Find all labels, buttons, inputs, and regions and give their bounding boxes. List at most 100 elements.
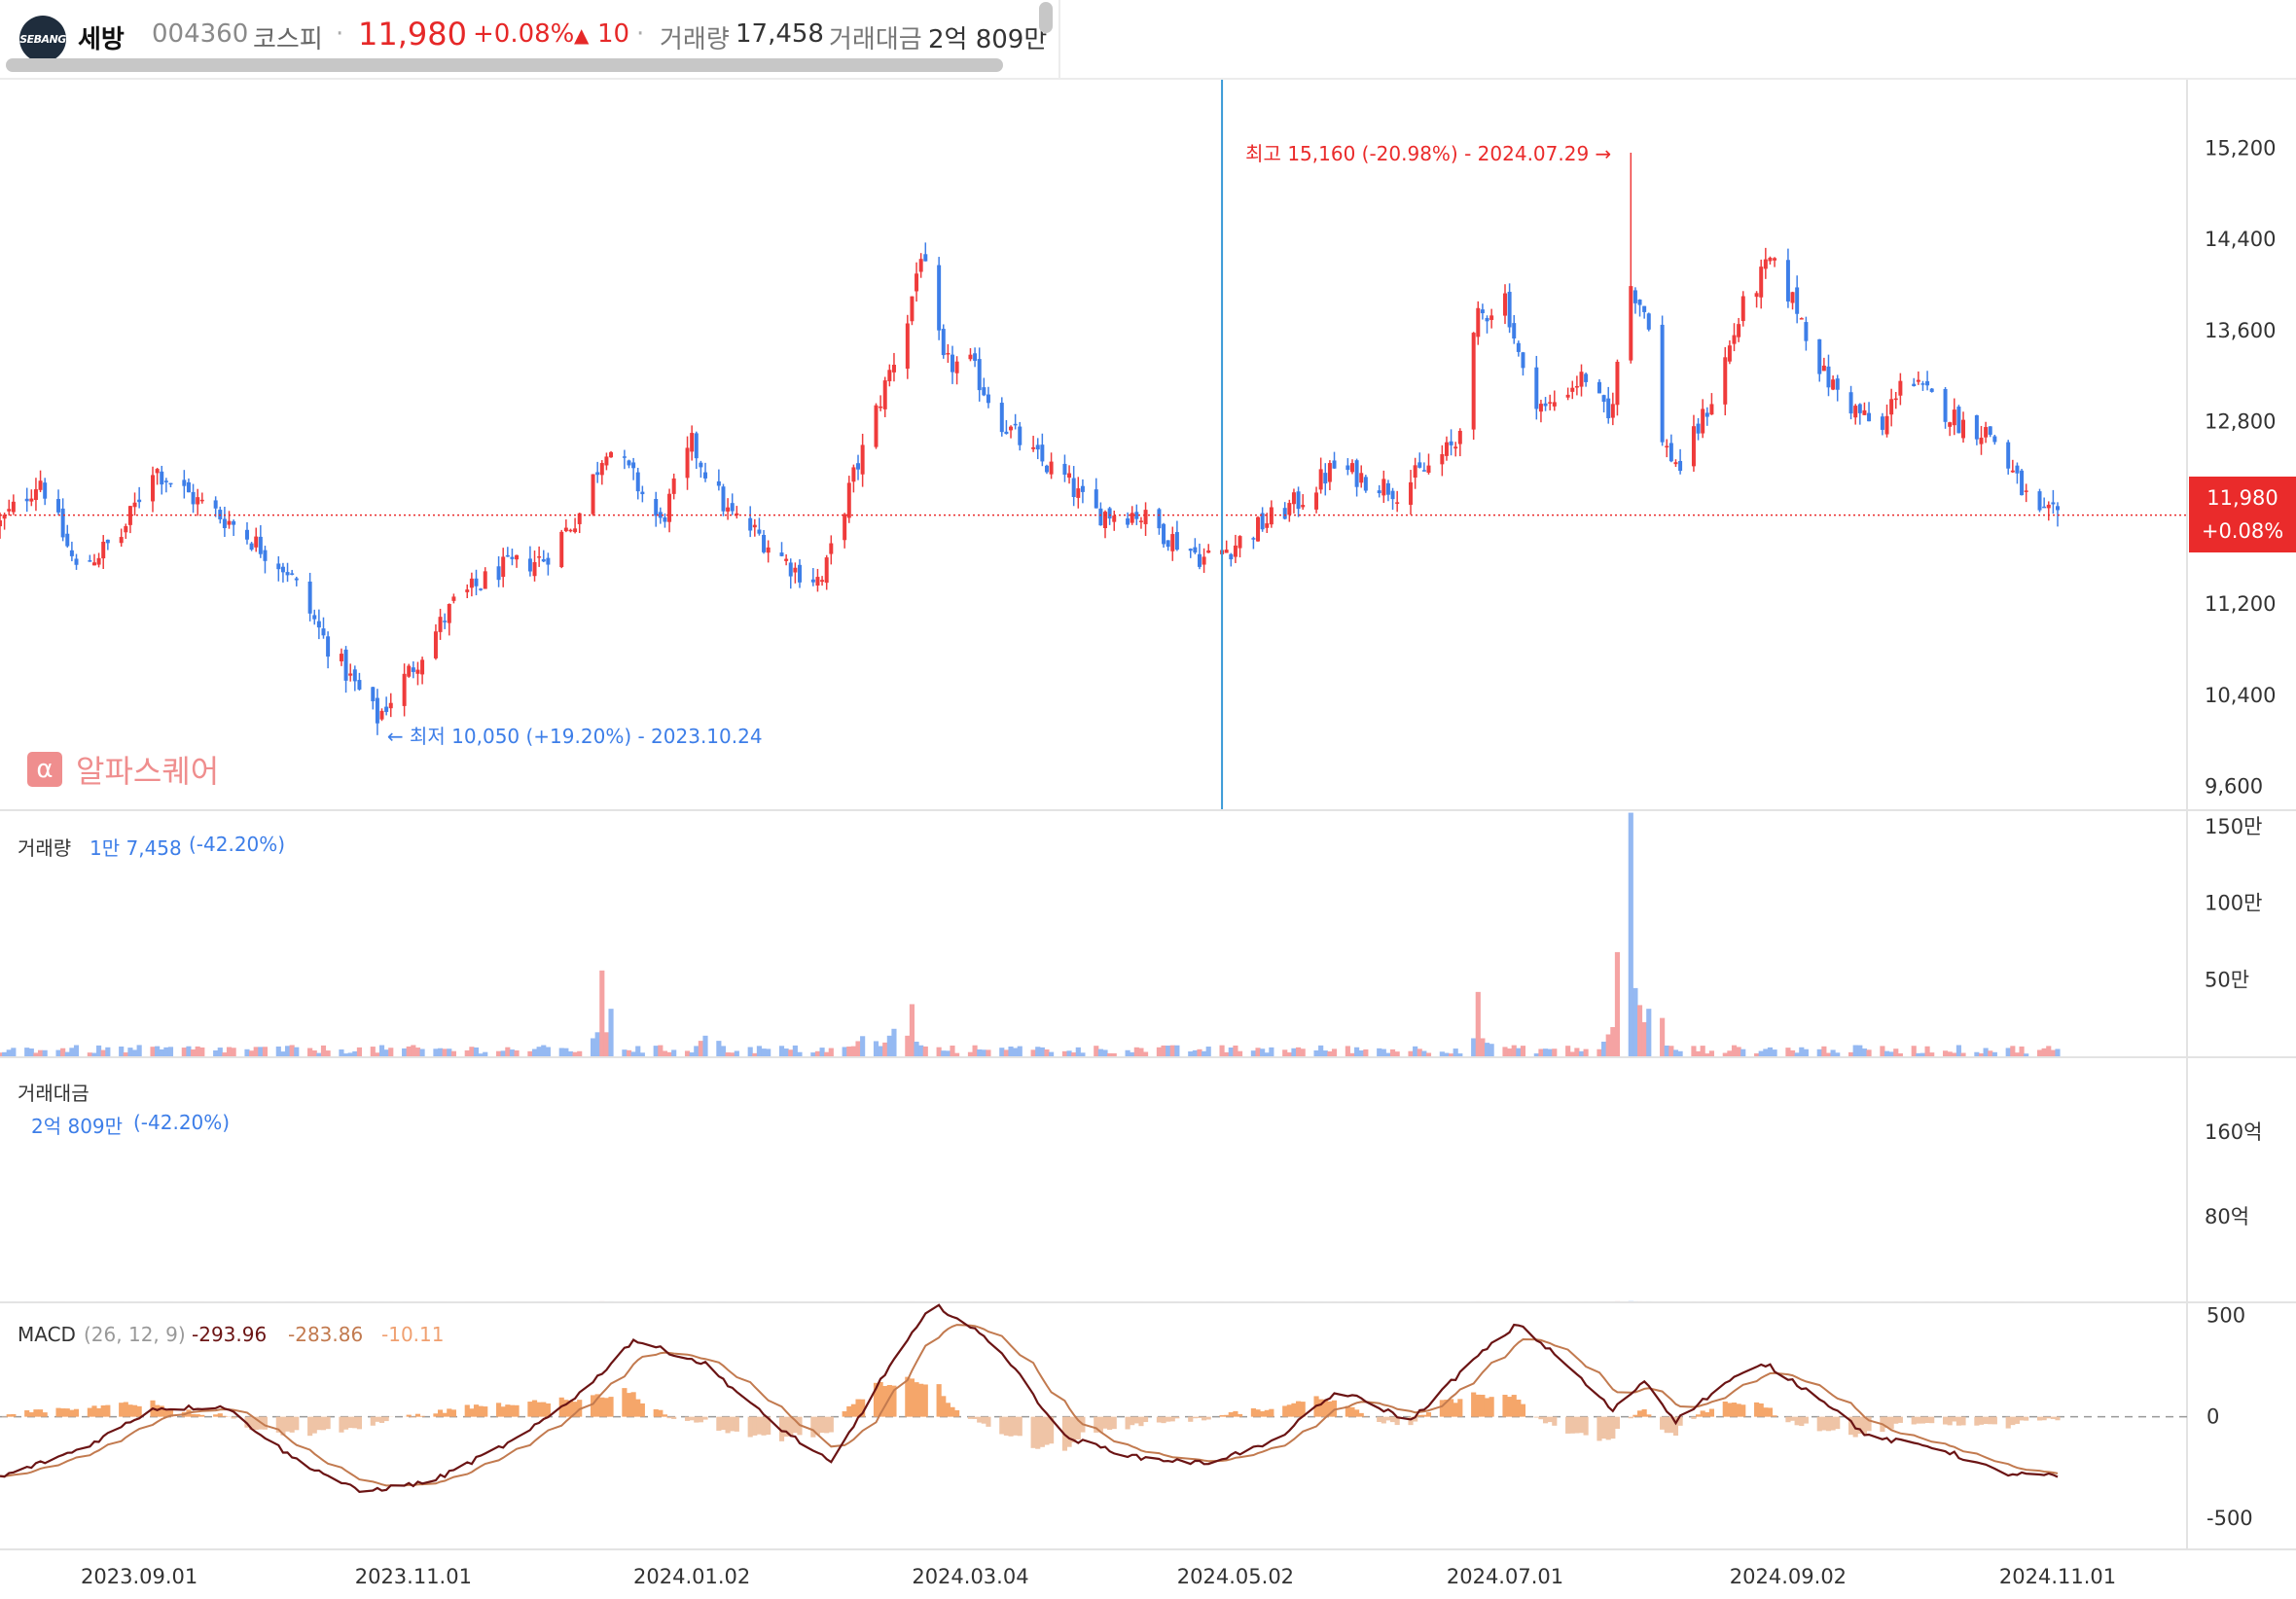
macd-histogram-bar (1192, 1416, 1198, 1419)
macd-histogram-bar (1727, 1403, 1733, 1417)
volume-bar (1156, 1047, 1162, 1056)
volume-bar (662, 1050, 668, 1056)
volume-bar (1942, 1050, 1949, 1056)
macd-histogram-bar (846, 1405, 852, 1417)
macd-histogram-bar (469, 1408, 475, 1417)
macd-histogram-bar (2024, 1416, 2029, 1421)
macd-histogram-bar (1161, 1416, 1166, 1424)
candle-body (573, 528, 578, 533)
volume-bar (87, 1052, 92, 1056)
macd-histogram-bar (1394, 1416, 1400, 1426)
volume-bar (1978, 1053, 1985, 1056)
macd-histogram-bar (419, 1415, 425, 1417)
candle-body (986, 394, 990, 404)
macd-histogram-bar (860, 1399, 866, 1417)
macd-histogram-bar (1039, 1416, 1045, 1447)
company-logo[interactable]: SEBANG (19, 16, 66, 62)
volume-bar (356, 1047, 363, 1056)
candle-body (1665, 445, 1669, 448)
volume-bar (1480, 1038, 1486, 1056)
candle-body (1345, 465, 1350, 471)
candle-body (496, 566, 501, 581)
macd-histogram-bar (1672, 1416, 1679, 1437)
candle-body (196, 497, 200, 505)
macd-histogram-bar (1614, 1416, 1621, 1429)
volume-bar (1192, 1049, 1198, 1056)
volume-bar (1327, 1050, 1333, 1056)
volume-bar (1542, 1048, 1549, 1056)
x-tick-label: 2024.05.02 (1177, 1565, 1294, 1588)
candle-body (730, 503, 735, 512)
volume-bar (1457, 1053, 1463, 1056)
macd-histogram-bar (1484, 1398, 1490, 1417)
volume-bar (6, 1049, 12, 1056)
macd-histogram-bar (69, 1409, 75, 1417)
volume-bar (1331, 1048, 1338, 1056)
volume-bar (1107, 1052, 1113, 1056)
amount-value: 2억 809만 (928, 25, 1048, 54)
macd-histogram-bar (437, 1409, 444, 1417)
horizontal-scrollbar[interactable] (6, 58, 1003, 72)
candle-body (7, 509, 12, 512)
volume-bar (2014, 1052, 2021, 1056)
candle-body (937, 265, 942, 331)
volume-bar (1888, 1051, 1894, 1056)
high-annotation: 최고 15,160 (-20.98%) - 2024.07.29 → (1245, 142, 1611, 165)
candle-body (690, 433, 695, 452)
volume-bar (1013, 1048, 1019, 1056)
macd-histogram-bar (352, 1416, 358, 1429)
candle-body (160, 471, 164, 485)
macd-histogram-bar (1300, 1402, 1306, 1417)
volume-bar (1614, 951, 1621, 1056)
macd-histogram-bar (1754, 1402, 1760, 1417)
stock-name[interactable]: 세방 (78, 25, 125, 54)
volume-bar (1848, 1051, 1854, 1056)
candle-body (716, 480, 721, 486)
candle-body (1157, 509, 1162, 529)
volume-bar (1821, 1046, 1827, 1056)
volume-bar (1767, 1047, 1774, 1056)
candle-body (1256, 516, 1261, 542)
volume-bar (1799, 1047, 1805, 1056)
macd-histogram-bar (199, 1414, 205, 1417)
candle-body (348, 673, 353, 676)
candle-body (1574, 385, 1579, 388)
macd-histogram-bar (105, 1404, 111, 1417)
volume-bar (347, 1052, 353, 1056)
x-tick-label: 2024.11.01 (1999, 1565, 2116, 1588)
candle-body (1740, 296, 1745, 322)
macd-histogram-bar (882, 1385, 888, 1417)
macd-histogram-bar (563, 1400, 569, 1417)
candle-body (1835, 378, 1840, 390)
candle-body (1206, 550, 1211, 553)
candle-body (882, 380, 887, 409)
candle-body (1395, 502, 1400, 504)
macd-histogram-bar (473, 1404, 480, 1417)
candle-body (447, 603, 451, 623)
volume-bar (1425, 1052, 1432, 1056)
macd-histogram-bar (918, 1383, 924, 1417)
vertical-scrollbar[interactable] (1039, 2, 1053, 33)
candle-body (312, 615, 317, 620)
candle-body (501, 556, 506, 578)
volume-bar (1574, 1048, 1580, 1056)
volume-bar (1695, 1050, 1702, 1056)
macd-histogram-bar (1453, 1403, 1458, 1417)
volume-bar (258, 1047, 264, 1056)
watermark-text: 알파스퀘어 (76, 753, 220, 790)
candle-body (658, 512, 663, 518)
candle-body (1884, 415, 1889, 435)
candle-body (999, 403, 1004, 433)
macd-histogram-bar (936, 1384, 942, 1417)
volume-bar (814, 1050, 821, 1056)
macd-histogram-bar (981, 1416, 987, 1424)
candle-body (1920, 383, 1925, 385)
macd-histogram-bar (1983, 1416, 1989, 1425)
macd-histogram-bar (411, 1416, 416, 1418)
candle-body (420, 659, 425, 675)
candle-body (1417, 462, 1422, 468)
candle-body (1480, 309, 1485, 314)
macd-histogram-bar (1736, 1404, 1741, 1417)
volume-bar (311, 1049, 317, 1056)
